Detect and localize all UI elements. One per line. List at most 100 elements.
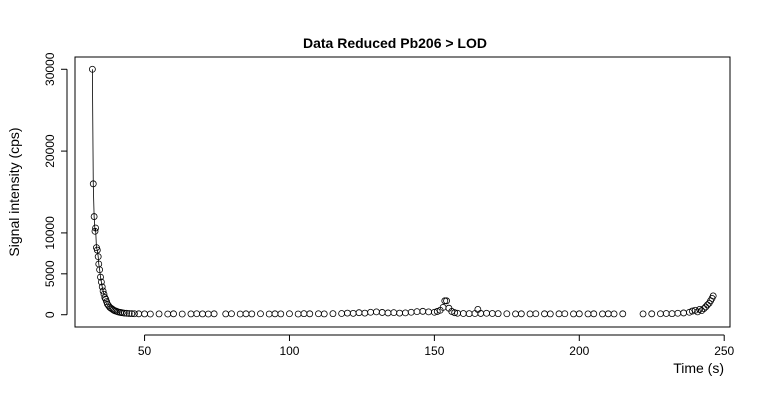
- x-tick-label: 100: [279, 344, 299, 358]
- data-point: [443, 297, 450, 305]
- data-point: [286, 310, 293, 318]
- chart-title: Data Reduced Pb206 > LOD: [303, 35, 487, 51]
- data-point: [277, 310, 285, 318]
- data-point: [561, 310, 569, 318]
- data-point: [584, 310, 592, 318]
- data-point: [248, 310, 256, 318]
- data-point: [401, 309, 409, 317]
- data-point: [532, 310, 540, 318]
- data-point: [390, 309, 398, 317]
- y-tick-label: 0: [43, 311, 57, 318]
- data-point: [648, 310, 656, 318]
- data-point: [242, 310, 250, 318]
- data-point: [700, 305, 708, 312]
- data-point: [694, 308, 701, 316]
- data-point: [128, 310, 136, 318]
- x-tick-label: 250: [714, 344, 734, 358]
- data-point: [294, 310, 302, 318]
- data-point: [193, 310, 201, 318]
- y-tick-label: 20000: [43, 134, 57, 168]
- data-point: [691, 306, 699, 314]
- data-point: [101, 294, 109, 301]
- data-point: [125, 310, 133, 317]
- data-point: [570, 310, 577, 318]
- data-point: [471, 310, 479, 317]
- data-point: [123, 309, 130, 317]
- data-point: [187, 310, 195, 318]
- data-point: [329, 310, 337, 318]
- data-point: [320, 310, 328, 318]
- data-point: [257, 310, 264, 318]
- data-point: [106, 303, 114, 311]
- data-point: [441, 297, 449, 305]
- data-point: [155, 310, 163, 318]
- data-point: [512, 310, 519, 318]
- data-point: [407, 308, 415, 316]
- data-point: [517, 310, 525, 318]
- data-point: [91, 227, 99, 235]
- data-point: [210, 310, 218, 318]
- x-tick-label: 200: [569, 344, 589, 358]
- data-point: [355, 309, 363, 317]
- data-point: [265, 310, 273, 318]
- data-point: [483, 309, 490, 317]
- data-point: [199, 310, 206, 318]
- data-point: [451, 309, 459, 317]
- data-point: [135, 310, 143, 318]
- y-tick-label: 30000: [43, 52, 57, 86]
- plot-frame: [74, 56, 731, 328]
- x-axis: 50 100 150 200 250: [138, 334, 735, 358]
- data-point: [89, 180, 97, 188]
- data-point: [680, 309, 688, 317]
- data-point: [433, 308, 441, 315]
- data-point: [92, 224, 99, 232]
- data-point: [306, 310, 314, 318]
- data-point: [93, 246, 101, 254]
- data-point: [688, 307, 696, 315]
- data-point: [702, 303, 710, 311]
- data-point: [459, 310, 467, 317]
- data-point: [146, 310, 154, 318]
- data-point: [367, 308, 375, 316]
- data-point: [98, 283, 106, 291]
- data-point: [96, 266, 104, 274]
- data-point: [141, 310, 148, 318]
- data-point: [170, 310, 177, 318]
- data-point: [361, 309, 369, 317]
- data-point: [546, 310, 554, 318]
- data-point: [120, 309, 128, 317]
- x-axis-label: Time (s): [673, 360, 724, 376]
- data-points: [88, 65, 717, 318]
- data-point: [97, 273, 104, 281]
- x-tick-label: 50: [138, 344, 152, 358]
- data-point: [555, 310, 563, 318]
- data-point: [373, 308, 380, 316]
- data-point: [315, 310, 322, 318]
- data-point: [108, 305, 116, 313]
- data-point: [599, 310, 606, 318]
- data-point: [430, 308, 438, 316]
- data-point: [164, 310, 172, 318]
- data-point: [236, 310, 244, 318]
- data-point: [94, 253, 102, 261]
- data-point: [378, 309, 386, 316]
- data-point: [639, 310, 647, 318]
- data-point: [97, 278, 105, 286]
- data-point: [100, 290, 108, 298]
- data-point: [300, 310, 308, 318]
- data-point: [477, 310, 485, 317]
- data-point: [662, 310, 670, 317]
- data-point: [344, 309, 351, 317]
- data-point: [604, 310, 612, 318]
- y-axis-label: Signal intensity (cps): [6, 127, 22, 256]
- data-point: [396, 309, 404, 317]
- data-point: [668, 310, 676, 318]
- data-point: [204, 310, 212, 318]
- x-tick-label: 150: [424, 344, 444, 358]
- data-point: [384, 309, 392, 317]
- data-point: [178, 310, 186, 318]
- data-point: [465, 310, 473, 318]
- data-point: [338, 310, 346, 317]
